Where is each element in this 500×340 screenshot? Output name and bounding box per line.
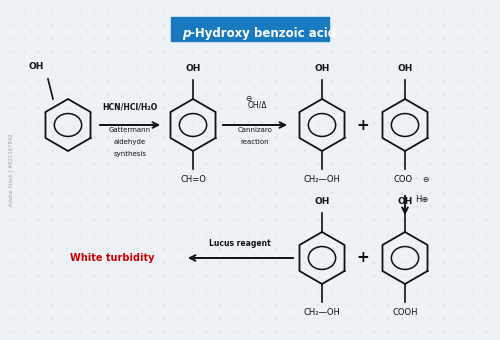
Text: OH: OH — [314, 64, 330, 73]
Text: CH=O: CH=O — [180, 175, 206, 184]
Text: COOH: COOH — [392, 308, 418, 317]
Text: Adobe Stock | #521167842: Adobe Stock | #521167842 — [8, 134, 14, 206]
Text: OH: OH — [186, 64, 200, 73]
Text: Cannizaro: Cannizaro — [238, 127, 272, 133]
Text: ⊖: ⊖ — [422, 175, 428, 184]
Text: Lucus reagent: Lucus reagent — [209, 239, 271, 248]
Text: Gattermann: Gattermann — [109, 127, 151, 133]
Text: OH: OH — [398, 64, 412, 73]
Text: HCN/HCl/H₂O: HCN/HCl/H₂O — [102, 102, 158, 111]
Text: synthesis: synthesis — [114, 151, 146, 157]
Text: p: p — [182, 27, 190, 39]
FancyBboxPatch shape — [171, 17, 329, 41]
Text: CH₂—OH: CH₂—OH — [304, 308, 341, 317]
Text: +: + — [356, 118, 370, 133]
Text: OH/Δ: OH/Δ — [247, 100, 267, 109]
Text: H⊕: H⊕ — [415, 195, 428, 204]
Text: reaction: reaction — [240, 139, 270, 145]
Text: aldehyde: aldehyde — [114, 139, 146, 145]
Text: CH₂—OH: CH₂—OH — [304, 175, 341, 184]
Text: -Hydroxy benzoic acid: -Hydroxy benzoic acid — [190, 27, 336, 39]
Text: COO: COO — [394, 175, 412, 184]
Text: +: + — [356, 251, 370, 266]
Text: White turbidity: White turbidity — [70, 253, 155, 263]
Text: OH: OH — [314, 197, 330, 206]
Text: OH: OH — [28, 62, 44, 71]
Text: OH: OH — [398, 197, 412, 206]
Text: ⊖: ⊖ — [245, 94, 251, 103]
